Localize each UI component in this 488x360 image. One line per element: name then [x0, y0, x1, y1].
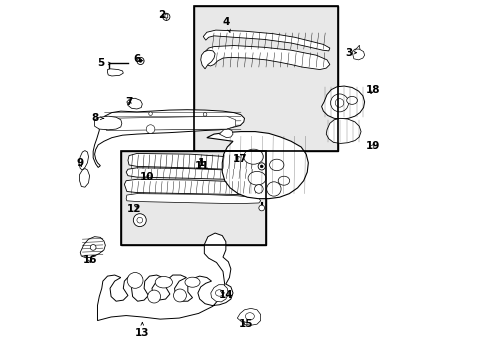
Text: 12: 12	[126, 204, 141, 215]
Circle shape	[133, 214, 146, 226]
Text: 16: 16	[82, 255, 97, 265]
Circle shape	[203, 113, 206, 116]
Polygon shape	[126, 194, 260, 204]
Ellipse shape	[155, 276, 172, 288]
Text: 14: 14	[218, 291, 233, 301]
Polygon shape	[93, 110, 244, 167]
Polygon shape	[126, 168, 257, 181]
Text: 8: 8	[91, 113, 103, 123]
Circle shape	[147, 290, 160, 303]
Ellipse shape	[269, 159, 284, 171]
Bar	[121, 151, 265, 244]
Polygon shape	[97, 233, 233, 320]
Text: 11: 11	[195, 161, 209, 171]
Polygon shape	[219, 129, 233, 138]
Polygon shape	[203, 45, 329, 69]
Circle shape	[146, 125, 155, 134]
Circle shape	[163, 13, 169, 21]
Circle shape	[148, 112, 152, 116]
Circle shape	[90, 244, 96, 250]
Polygon shape	[80, 168, 89, 187]
Circle shape	[137, 57, 144, 64]
Polygon shape	[94, 116, 122, 130]
Text: 2: 2	[157, 10, 164, 20]
Ellipse shape	[245, 313, 254, 320]
Polygon shape	[210, 285, 228, 302]
Circle shape	[127, 273, 142, 288]
Polygon shape	[201, 50, 215, 69]
Circle shape	[330, 94, 348, 112]
Circle shape	[266, 182, 281, 196]
Bar	[194, 6, 337, 151]
Ellipse shape	[243, 149, 263, 164]
Polygon shape	[124, 179, 261, 195]
Circle shape	[258, 163, 265, 170]
Polygon shape	[126, 98, 142, 109]
Ellipse shape	[278, 176, 289, 185]
Circle shape	[258, 205, 264, 211]
Circle shape	[260, 165, 263, 168]
Bar	[121, 151, 265, 244]
Text: 18: 18	[365, 85, 379, 95]
Polygon shape	[321, 86, 364, 119]
Text: 7: 7	[125, 97, 132, 107]
Text: 5: 5	[97, 58, 111, 68]
Text: 9: 9	[77, 158, 83, 168]
Ellipse shape	[184, 277, 200, 287]
Text: 3: 3	[344, 48, 356, 58]
Polygon shape	[237, 309, 260, 325]
Ellipse shape	[346, 96, 357, 104]
Polygon shape	[203, 30, 329, 51]
Text: 13: 13	[135, 323, 149, 338]
Circle shape	[139, 59, 142, 62]
Polygon shape	[80, 237, 105, 258]
Text: 17: 17	[232, 154, 247, 164]
Polygon shape	[206, 132, 308, 199]
Ellipse shape	[215, 290, 223, 296]
Text: 1: 1	[198, 158, 204, 168]
Ellipse shape	[247, 171, 265, 185]
Text: 4: 4	[223, 17, 230, 33]
Circle shape	[173, 289, 186, 302]
Circle shape	[335, 99, 343, 107]
Polygon shape	[351, 49, 364, 60]
Circle shape	[137, 217, 142, 223]
Polygon shape	[325, 118, 360, 143]
Text: 15: 15	[239, 319, 253, 329]
Polygon shape	[106, 116, 235, 131]
Polygon shape	[128, 153, 257, 171]
Polygon shape	[107, 69, 123, 76]
Polygon shape	[79, 150, 88, 170]
Text: 10: 10	[140, 172, 154, 182]
Bar	[194, 6, 337, 151]
Text: 19: 19	[365, 141, 379, 151]
Circle shape	[254, 185, 263, 193]
Text: 6: 6	[133, 54, 143, 64]
Polygon shape	[164, 14, 167, 18]
